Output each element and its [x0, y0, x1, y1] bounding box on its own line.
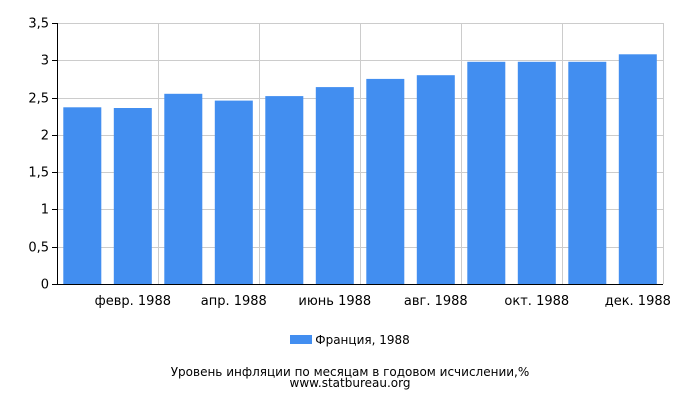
bar: [113, 108, 152, 284]
y-tick-label: 3,5: [28, 17, 49, 32]
bar: [265, 96, 304, 284]
y-tick-label: 2: [41, 129, 49, 144]
y-tick-label: 2,5: [28, 92, 49, 107]
x-tick-labels: февр. 1988 апр. 1988 июнь 1988 авг. 1988 окт…: [95, 294, 671, 309]
bar: [568, 61, 607, 284]
y-tick-label: 3: [41, 54, 49, 69]
source-url: www.statbureau.org: [289, 376, 411, 390]
bar: [416, 75, 455, 284]
bar: [63, 107, 102, 284]
x-tick-label: дек. 1988: [605, 294, 671, 309]
bar: [164, 93, 203, 284]
grid-lines: [57, 23, 664, 284]
y-tick-label: 1,5: [28, 166, 49, 181]
bar: [366, 78, 405, 285]
x-tick-label: апр. 1988: [201, 294, 267, 309]
axes: [52, 23, 663, 285]
y-tick-labels: 0 0,5 1 1,5 2 2,5 3 3,5: [28, 17, 49, 293]
x-tick-label: авг. 1988: [404, 294, 468, 309]
bar: [618, 54, 657, 284]
x-tick-label: июнь 1988: [298, 294, 371, 309]
bar: [517, 61, 556, 284]
bars-group: [63, 54, 657, 285]
legend: Франция, 1988: [0, 333, 700, 347]
y-tick-label: 0,5: [28, 241, 49, 256]
bar: [214, 100, 253, 284]
chart-caption: Уровень инфляции по месяцам в годовом ис…: [170, 365, 530, 379]
y-tick-label: 1: [41, 203, 49, 218]
bar: [467, 61, 506, 284]
x-tick-label: февр. 1988: [95, 294, 171, 309]
legend-label: Франция, 1988: [315, 333, 410, 347]
bar: [315, 87, 354, 284]
y-tick-label: 0: [41, 278, 49, 293]
legend-swatch: [290, 335, 313, 344]
x-tick-label: окт. 1988: [504, 294, 569, 309]
